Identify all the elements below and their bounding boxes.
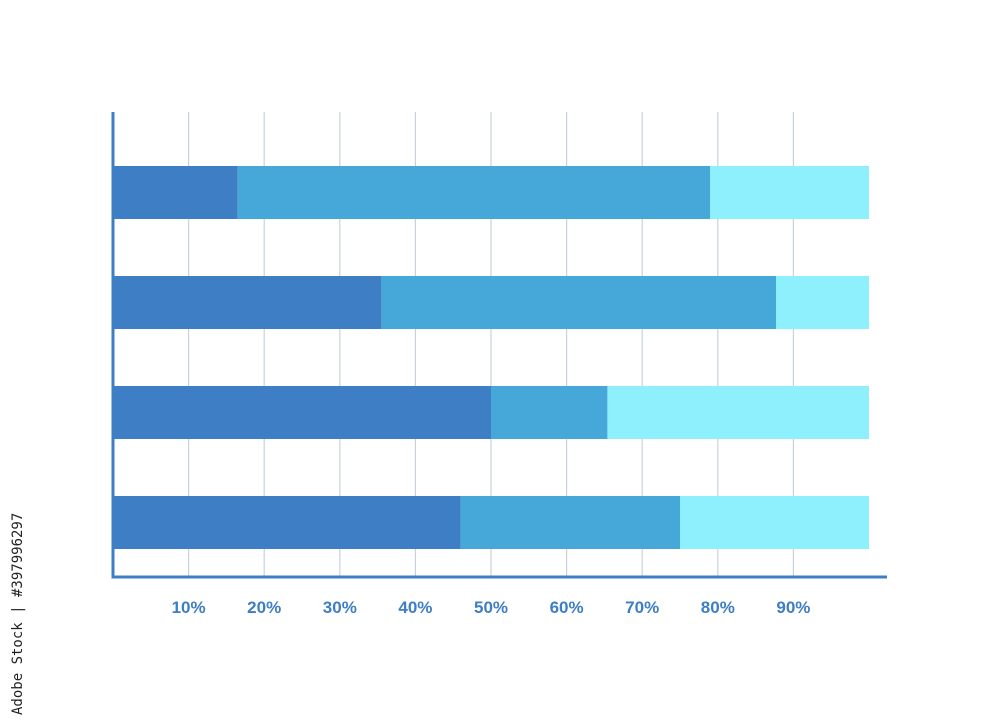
bar-segment-row1-series1 — [113, 166, 238, 219]
bar-segment-row1-series2 — [237, 166, 711, 219]
bar-segment-row2-series3 — [776, 276, 869, 329]
bar-segment-row2-series2 — [381, 276, 777, 329]
bar-segment-row3-series3 — [607, 386, 869, 439]
tick-labels: 10% 20% 30% 40% 50% 60% 70% 80% 90% — [172, 598, 811, 617]
x-tick-label: 30% — [323, 598, 357, 617]
bar-segment-row4-series3 — [680, 496, 869, 549]
stock-id-text: Adobe Stock | #397996297 — [10, 512, 26, 715]
bar-segment-row1-series3 — [710, 166, 869, 219]
x-tick-label: 60% — [550, 598, 584, 617]
x-tick-label: 90% — [776, 598, 810, 617]
x-tick-label: 20% — [247, 598, 281, 617]
bars — [113, 166, 869, 549]
x-tick-label: 10% — [172, 598, 206, 617]
axes — [111, 112, 887, 579]
bar-segment-row4-series1 — [113, 496, 461, 549]
bar-segment-row3-series1 — [113, 386, 491, 439]
bar-segment-row2-series1 — [113, 276, 382, 329]
x-tick-label: 80% — [701, 598, 735, 617]
bar-segment-row4-series2 — [460, 496, 680, 549]
x-tick-label: 70% — [625, 598, 659, 617]
x-tick-label: 50% — [474, 598, 508, 617]
bar-segment-row3-series2 — [491, 386, 608, 439]
x-tick-label: 40% — [398, 598, 432, 617]
